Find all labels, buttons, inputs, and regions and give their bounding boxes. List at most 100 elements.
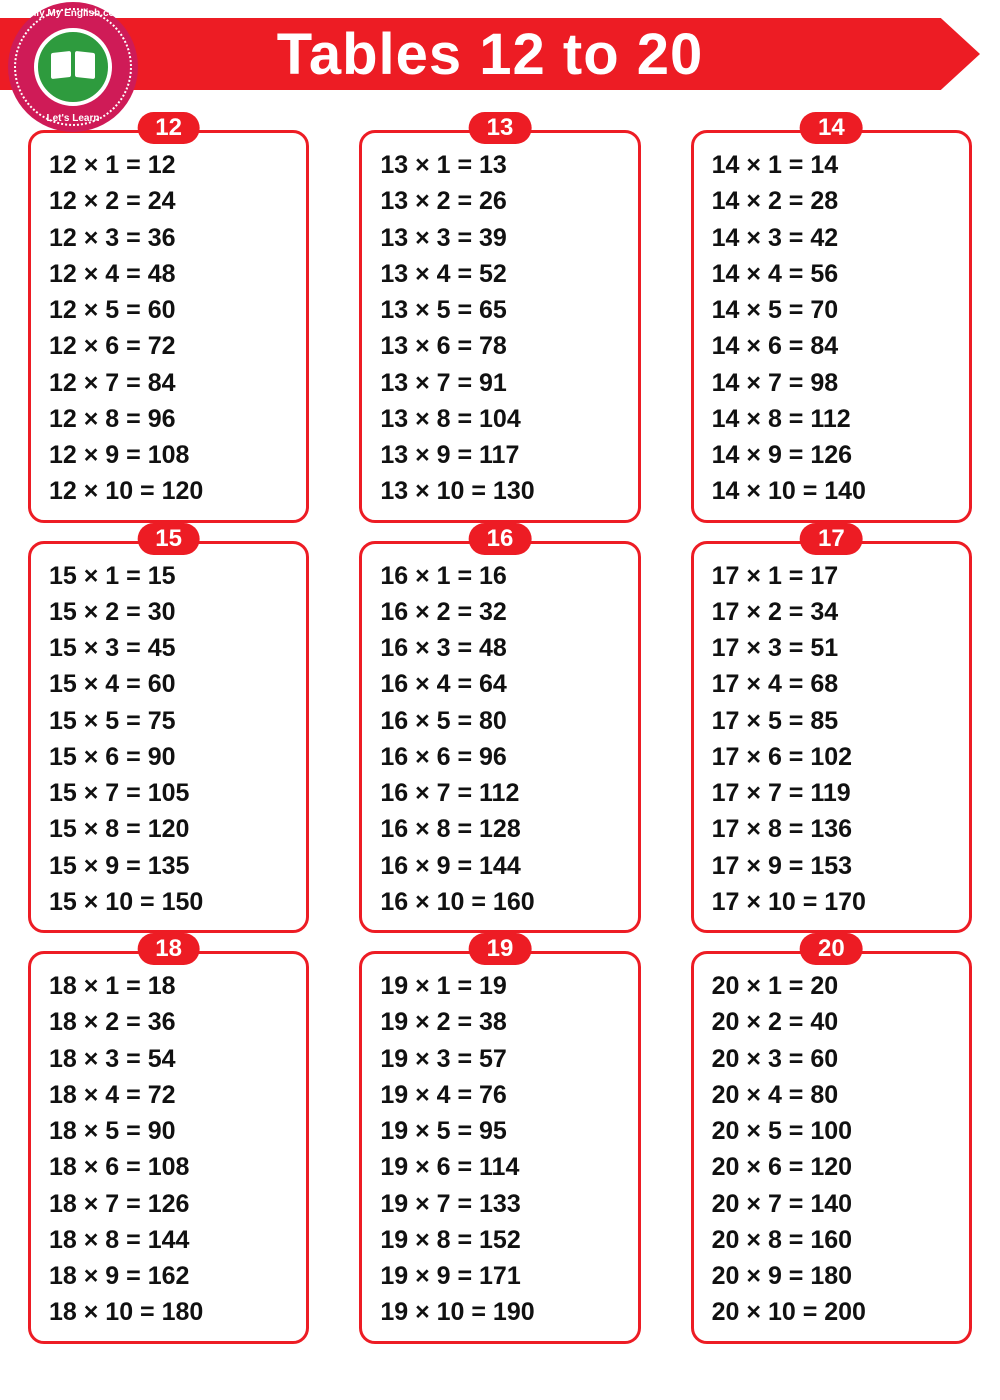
table-row: 16 × 2 = 32: [380, 594, 619, 630]
table-row: 17 × 8 = 136: [712, 811, 951, 847]
table-row: 12 × 1 = 12: [49, 147, 288, 183]
table-card-18: 18 18 × 1 = 18 18 × 2 = 36 18 × 3 = 54 1…: [28, 951, 309, 1344]
table-row: 12 × 2 = 24: [49, 183, 288, 219]
table-badge: 17: [800, 523, 863, 555]
logo-top-text: Only My English.com: [8, 8, 138, 19]
table-row: 17 × 7 = 119: [712, 775, 951, 811]
table-row: 15 × 6 = 90: [49, 739, 288, 775]
table-badge: 13: [469, 112, 532, 144]
table-row: 17 × 6 = 102: [712, 739, 951, 775]
table-row: 14 × 5 = 70: [712, 292, 951, 328]
table-row: 13 × 8 = 104: [380, 401, 619, 437]
table-row: 12 × 6 = 72: [49, 328, 288, 364]
logo-outer-circle: Only My English.com Let's Learn: [8, 2, 138, 132]
table-row: 16 × 1 = 16: [380, 558, 619, 594]
table-badge: 16: [469, 523, 532, 555]
table-row: 13 × 1 = 13: [380, 147, 619, 183]
logo-inner-circle: [34, 28, 112, 106]
table-row: 15 × 10 = 150: [49, 884, 288, 920]
table-row: 16 × 7 = 112: [380, 775, 619, 811]
table-row: 13 × 5 = 65: [380, 292, 619, 328]
table-box: 17 × 1 = 17 17 × 2 = 34 17 × 3 = 51 17 ×…: [691, 541, 972, 934]
logo-bottom-text: Let's Learn: [8, 113, 138, 124]
table-row: 20 × 10 = 200: [712, 1294, 951, 1330]
table-box: 14 × 1 = 14 14 × 2 = 28 14 × 3 = 42 14 ×…: [691, 130, 972, 523]
table-row: 13 × 10 = 130: [380, 473, 619, 509]
table-card-19: 19 19 × 1 = 19 19 × 2 = 38 19 × 3 = 57 1…: [359, 951, 640, 1344]
table-card-15: 15 15 × 1 = 15 15 × 2 = 30 15 × 3 = 45 1…: [28, 541, 309, 934]
table-row: 20 × 5 = 100: [712, 1113, 951, 1149]
table-box: 20 × 1 = 20 20 × 2 = 40 20 × 3 = 60 20 ×…: [691, 951, 972, 1344]
table-row: 14 × 4 = 56: [712, 256, 951, 292]
table-row: 15 × 2 = 30: [49, 594, 288, 630]
table-row: 19 × 9 = 171: [380, 1258, 619, 1294]
table-row: 17 × 4 = 68: [712, 666, 951, 702]
table-row: 19 × 3 = 57: [380, 1041, 619, 1077]
table-row: 19 × 5 = 95: [380, 1113, 619, 1149]
table-row: 15 × 8 = 120: [49, 811, 288, 847]
table-row: 14 × 1 = 14: [712, 147, 951, 183]
table-box: 18 × 1 = 18 18 × 2 = 36 18 × 3 = 54 18 ×…: [28, 951, 309, 1344]
table-badge: 14: [800, 112, 863, 144]
table-badge: 12: [137, 112, 200, 144]
table-row: 12 × 10 = 120: [49, 473, 288, 509]
table-row: 20 × 4 = 80: [712, 1077, 951, 1113]
book-icon: [51, 52, 95, 82]
table-row: 16 × 10 = 160: [380, 884, 619, 920]
page-title: Tables 12 to 20: [277, 21, 704, 88]
table-row: 13 × 7 = 91: [380, 365, 619, 401]
table-row: 12 × 8 = 96: [49, 401, 288, 437]
table-row: 18 × 9 = 162: [49, 1258, 288, 1294]
table-badge: 15: [137, 523, 200, 555]
table-card-20: 20 20 × 1 = 20 20 × 2 = 40 20 × 3 = 60 2…: [691, 951, 972, 1344]
table-badge: 18: [137, 933, 200, 965]
table-row: 15 × 3 = 45: [49, 630, 288, 666]
table-row: 20 × 9 = 180: [712, 1258, 951, 1294]
table-row: 19 × 10 = 190: [380, 1294, 619, 1330]
table-row: 12 × 7 = 84: [49, 365, 288, 401]
table-row: 18 × 7 = 126: [49, 1186, 288, 1222]
table-row: 14 × 10 = 140: [712, 473, 951, 509]
table-row: 18 × 1 = 18: [49, 968, 288, 1004]
table-card-17: 17 17 × 1 = 17 17 × 2 = 34 17 × 3 = 51 1…: [691, 541, 972, 934]
table-row: 20 × 2 = 40: [712, 1004, 951, 1040]
table-row: 13 × 3 = 39: [380, 220, 619, 256]
table-card-13: 13 13 × 1 = 13 13 × 2 = 26 13 × 3 = 39 1…: [359, 130, 640, 523]
table-row: 20 × 8 = 160: [712, 1222, 951, 1258]
table-row: 18 × 8 = 144: [49, 1222, 288, 1258]
table-row: 18 × 4 = 72: [49, 1077, 288, 1113]
table-row: 16 × 4 = 64: [380, 666, 619, 702]
table-badge: 20: [800, 933, 863, 965]
table-box: 16 × 1 = 16 16 × 2 = 32 16 × 3 = 48 16 ×…: [359, 541, 640, 934]
table-row: 12 × 4 = 48: [49, 256, 288, 292]
table-row: 12 × 3 = 36: [49, 220, 288, 256]
table-row: 12 × 5 = 60: [49, 292, 288, 328]
table-row: 19 × 7 = 133: [380, 1186, 619, 1222]
table-row: 16 × 3 = 48: [380, 630, 619, 666]
table-row: 14 × 8 = 112: [712, 401, 951, 437]
table-row: 13 × 4 = 52: [380, 256, 619, 292]
table-row: 17 × 3 = 51: [712, 630, 951, 666]
table-row: 20 × 7 = 140: [712, 1186, 951, 1222]
table-row: 20 × 6 = 120: [712, 1149, 951, 1185]
table-row: 15 × 1 = 15: [49, 558, 288, 594]
table-row: 13 × 6 = 78: [380, 328, 619, 364]
table-row: 18 × 3 = 54: [49, 1041, 288, 1077]
table-row: 14 × 9 = 126: [712, 437, 951, 473]
table-row: 18 × 10 = 180: [49, 1294, 288, 1330]
table-badge: 19: [469, 933, 532, 965]
tables-grid: 12 12 × 1 = 12 12 × 2 = 24 12 × 3 = 36 1…: [0, 100, 1000, 1354]
table-row: 16 × 9 = 144: [380, 848, 619, 884]
table-row: 15 × 5 = 75: [49, 703, 288, 739]
table-card-14: 14 14 × 1 = 14 14 × 2 = 28 14 × 3 = 42 1…: [691, 130, 972, 523]
table-row: 19 × 2 = 38: [380, 1004, 619, 1040]
table-row: 17 × 2 = 34: [712, 594, 951, 630]
page-header: Tables 12 to 20 Only My English.com Let'…: [0, 0, 1000, 100]
table-row: 15 × 4 = 60: [49, 666, 288, 702]
table-card-16: 16 16 × 1 = 16 16 × 2 = 32 16 × 3 = 48 1…: [359, 541, 640, 934]
table-row: 18 × 6 = 108: [49, 1149, 288, 1185]
table-box: 12 × 1 = 12 12 × 2 = 24 12 × 3 = 36 12 ×…: [28, 130, 309, 523]
table-row: 20 × 3 = 60: [712, 1041, 951, 1077]
table-row: 20 × 1 = 20: [712, 968, 951, 1004]
table-card-12: 12 12 × 1 = 12 12 × 2 = 24 12 × 3 = 36 1…: [28, 130, 309, 523]
